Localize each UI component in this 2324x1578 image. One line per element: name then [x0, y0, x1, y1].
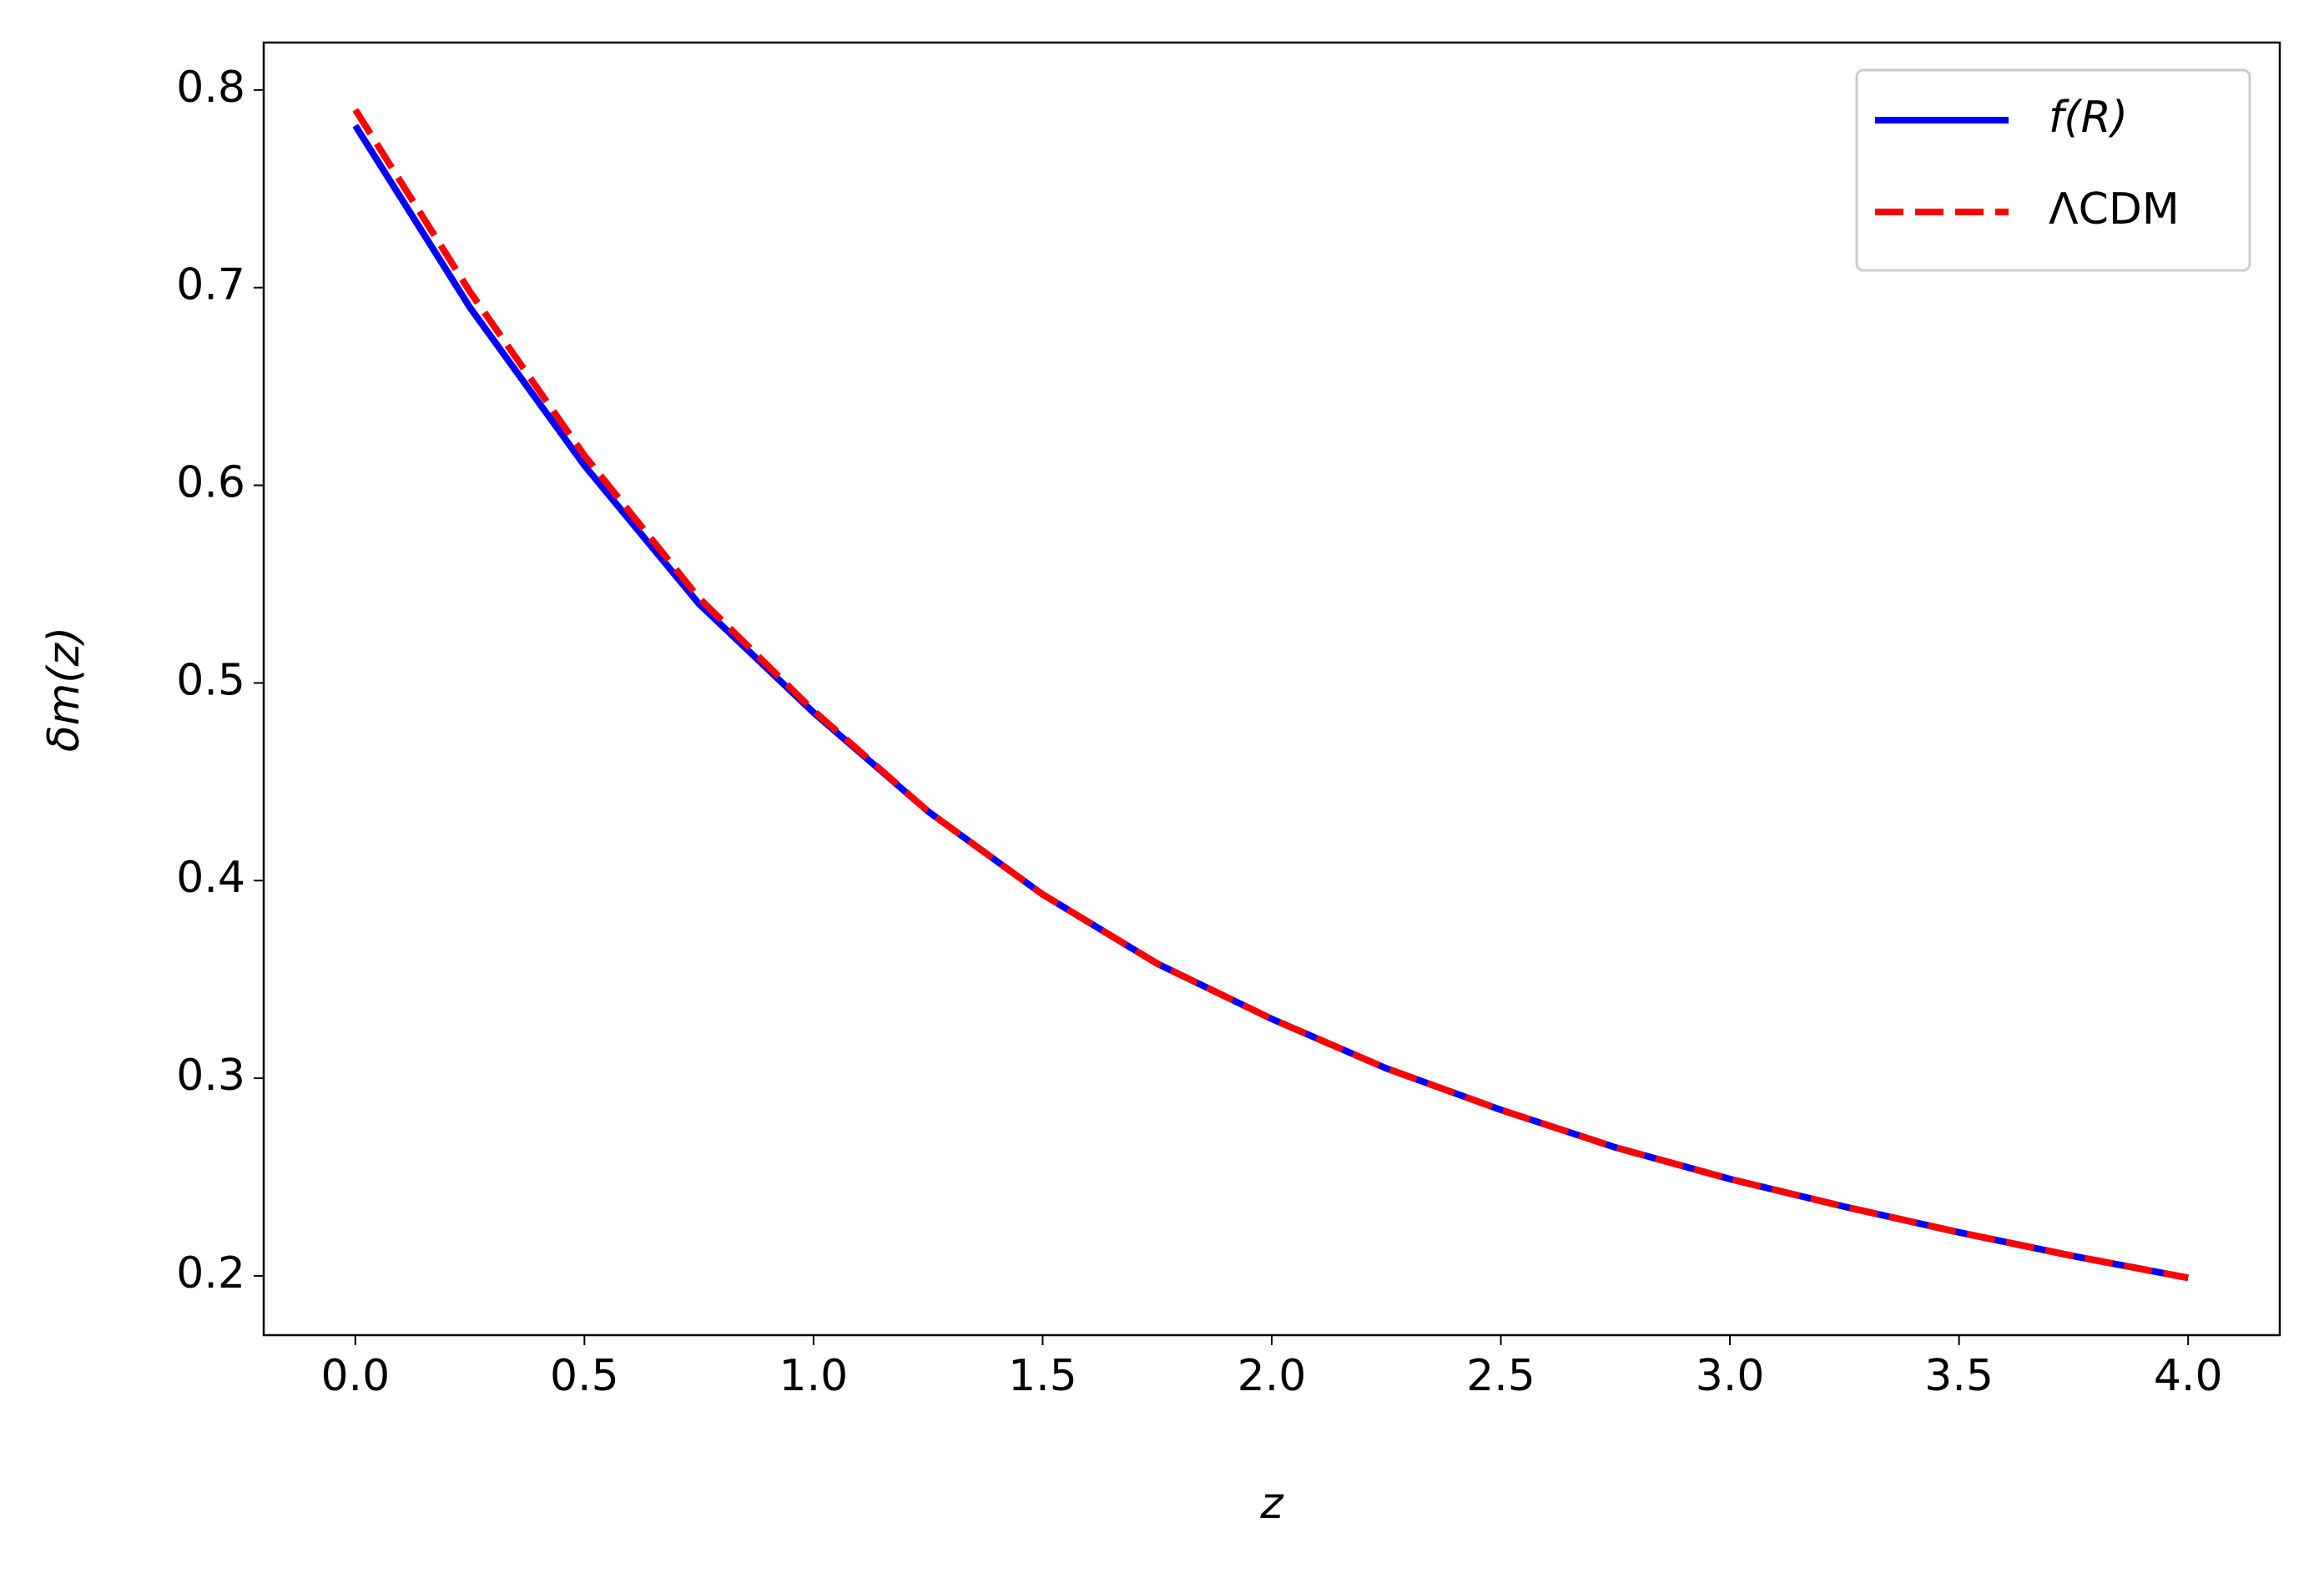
- line-series: [352, 108, 2189, 1282]
- legend-label: ΛCDM: [2049, 184, 2180, 234]
- line-series: [352, 124, 2189, 1282]
- x-tick-label: 3.5: [1924, 1351, 1994, 1401]
- plot-frame: [262, 41, 2281, 1337]
- x-tick-label: 3.0: [1696, 1351, 1765, 1401]
- x-axis-label: z: [1259, 1479, 1284, 1529]
- x-tick-label: 0.0: [320, 1351, 390, 1401]
- y-tick-label: 0.5: [176, 655, 245, 705]
- x-tick-label: 1.0: [779, 1351, 849, 1401]
- x-tick-label: 2.5: [1466, 1351, 1535, 1401]
- y-tick-label: 0.2: [176, 1248, 245, 1298]
- y-tick-label: 0.6: [176, 458, 245, 508]
- legend-label: f(R): [2049, 93, 2128, 143]
- y-tick-label: 0.7: [176, 260, 245, 310]
- x-tick-label: 2.0: [1238, 1351, 1307, 1401]
- x-tick-label: 1.5: [1008, 1351, 1077, 1401]
- x-tick-label: 4.0: [2154, 1351, 2223, 1401]
- y-tick-label: 0.8: [176, 63, 245, 113]
- y-axis-label: δm(z): [39, 627, 89, 752]
- x-tick-label: 0.5: [550, 1351, 619, 1401]
- y-tick-label: 0.3: [176, 1051, 245, 1101]
- y-tick-label: 0.4: [176, 853, 245, 903]
